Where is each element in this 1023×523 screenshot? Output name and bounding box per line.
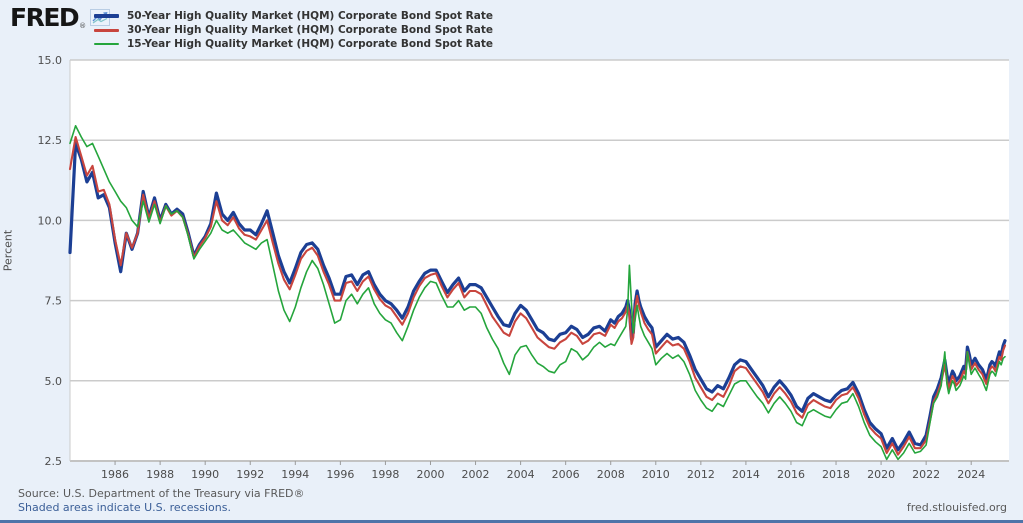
x-tick-label: 1998	[371, 468, 399, 481]
x-tick-label: 1994	[281, 468, 309, 481]
x-tick-label: 2008	[597, 468, 625, 481]
series-color-swatch-50yr	[94, 14, 119, 18]
legend-label-30yr: 30-Year High Quality Market (HQM) Corpor…	[127, 24, 493, 36]
x-tick-label: 2010	[642, 468, 670, 481]
y-tick-label: 7.5	[45, 295, 63, 308]
x-tick-label: 1986	[101, 468, 129, 481]
x-tick-label: 2024	[957, 468, 985, 481]
fred-logo-text: FRED	[10, 3, 80, 32]
x-tick-label: 2018	[822, 468, 850, 481]
x-tick-label: 2022	[912, 468, 940, 481]
y-axis-title: Percent	[1, 229, 15, 272]
legend-item-50yr: 50-Year High Quality Market (HQM) Corpor…	[94, 9, 493, 23]
y-tick-label: 15.0	[38, 54, 63, 67]
y-tick-label: 2.5	[45, 455, 63, 468]
recessions-note-link[interactable]: Shaded areas indicate U.S. recessions.	[18, 501, 231, 514]
x-tick-label: 2012	[687, 468, 715, 481]
x-tick-label: 2000	[416, 468, 444, 481]
series-color-swatch-30yr	[94, 28, 119, 32]
x-tick-label: 2006	[552, 468, 580, 481]
x-tick-label: 1988	[146, 468, 174, 481]
legend-item-15yr: 15-Year High Quality Market (HQM) Corpor…	[94, 37, 493, 51]
series-color-swatch-15yr	[94, 43, 119, 45]
legend-item-30yr: 30-Year High Quality Market (HQM) Corpor…	[94, 23, 493, 37]
registered-mark: ®	[79, 22, 87, 30]
site-url-text: fred.stlouisfed.org	[906, 501, 1007, 514]
legend-label-50yr: 50-Year High Quality Market (HQM) Corpor…	[127, 10, 493, 22]
source-text: Source: U.S. Department of the Treasury …	[18, 487, 305, 500]
y-tick-label: 12.5	[38, 134, 63, 147]
legend-label-15yr: 15-Year High Quality Market (HQM) Corpor…	[127, 38, 493, 50]
x-tick-label: 2020	[867, 468, 895, 481]
x-tick-label: 2016	[777, 468, 805, 481]
x-tick-label: 1992	[236, 468, 264, 481]
x-tick-label: 1990	[191, 468, 219, 481]
x-tick-label: 2002	[462, 468, 490, 481]
bottom-border-bar	[0, 520, 1023, 523]
x-tick-label: 1996	[326, 468, 354, 481]
legend: 50-Year High Quality Market (HQM) Corpor…	[94, 9, 493, 51]
y-tick-label: 5.0	[45, 375, 63, 388]
x-tick-label: 2004	[507, 468, 535, 481]
series-line-15yr	[69, 125, 1006, 461]
y-tick-label: 10.0	[38, 214, 63, 227]
x-tick-label: 2014	[732, 468, 760, 481]
